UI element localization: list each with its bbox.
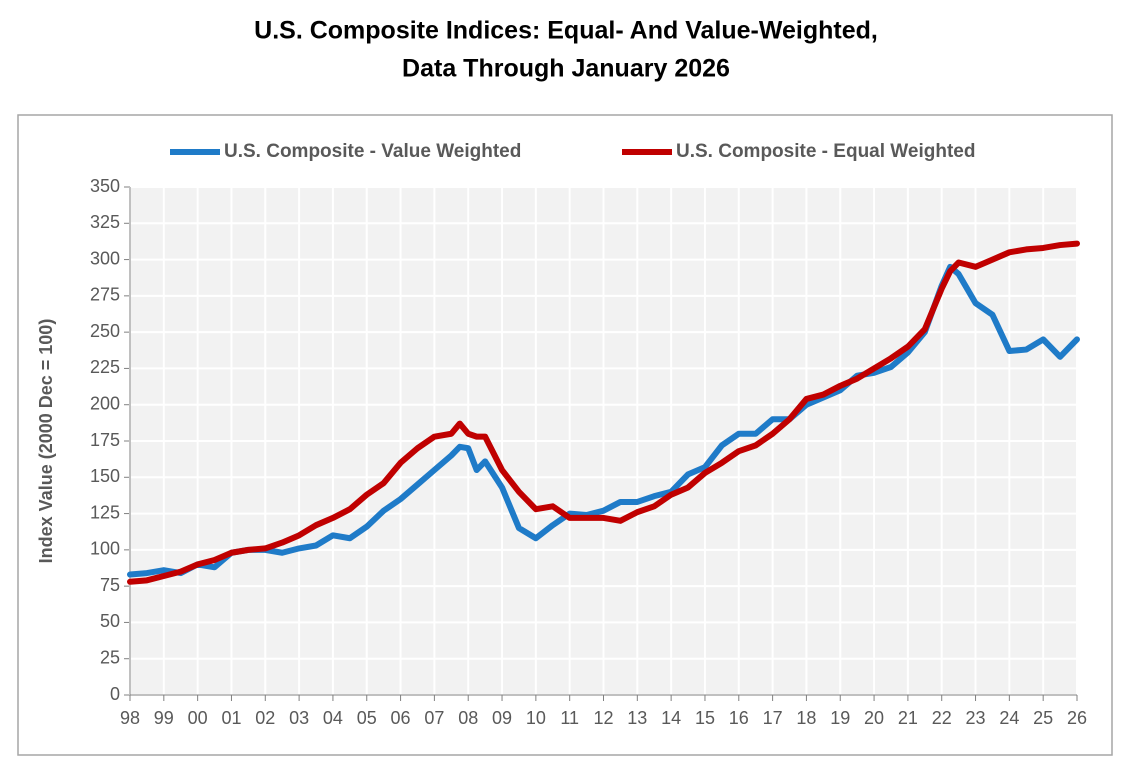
- chart-title: U.S. Composite Indices: Equal- And Value…: [254, 17, 878, 45]
- y-tick-label: 125: [90, 502, 120, 522]
- data-line: [127, 240, 1080, 585]
- y-tick-label: 175: [90, 430, 120, 450]
- y-tick-label: 200: [90, 393, 120, 413]
- y-tick-label: 150: [90, 466, 120, 486]
- x-tick-label: 16: [729, 708, 749, 728]
- x-tick-label: 06: [391, 708, 411, 728]
- x-tick-label: 13: [627, 708, 647, 728]
- x-tick-label: 98: [120, 708, 140, 728]
- x-tick-label: 08: [458, 708, 478, 728]
- x-tick-label: 99: [154, 708, 174, 728]
- x-tick-label: 11: [560, 708, 579, 728]
- x-tick-label: 25: [1033, 708, 1053, 728]
- x-tick-label: 26: [1067, 708, 1087, 728]
- x-tick-label: 10: [526, 708, 546, 728]
- x-tick-label: 17: [763, 708, 783, 728]
- y-tick-label: 75: [100, 575, 120, 595]
- x-tick-label: 12: [593, 708, 613, 728]
- x-tick-label: 24: [999, 708, 1019, 728]
- y-tick-label: 225: [90, 357, 120, 377]
- x-tick-label: 07: [424, 708, 444, 728]
- y-tick-label: 350: [90, 176, 120, 196]
- x-tick-label: 19: [830, 708, 850, 728]
- x-tick-label: 04: [323, 708, 343, 728]
- x-tick-label: 18: [796, 708, 816, 728]
- x-tick-label: 21: [898, 708, 918, 728]
- y-axis-label: Index Value (2000 Dec = 100): [36, 319, 56, 564]
- y-tick-label: 100: [90, 539, 120, 559]
- x-tick-label: 23: [966, 708, 986, 728]
- y-tick-label: 325: [90, 212, 120, 232]
- y-tick-label: 300: [90, 248, 120, 268]
- x-tick-label: 22: [932, 708, 952, 728]
- y-tick-label: 275: [90, 285, 120, 305]
- legend-label: U.S. Composite - Value Weighted: [224, 141, 521, 162]
- y-tick-label: 50: [100, 611, 120, 631]
- x-tick-label: 15: [695, 708, 715, 728]
- x-tick-label: 00: [188, 708, 208, 728]
- chart-title: Data Through January 2026: [402, 55, 730, 83]
- x-tick-label: 02: [255, 708, 275, 728]
- y-tick-label: 25: [100, 647, 120, 667]
- x-tick-label: 03: [289, 708, 309, 728]
- legend-label: U.S. Composite - Equal Weighted: [676, 141, 975, 162]
- x-tick-label: 09: [492, 708, 512, 728]
- x-tick-label: 14: [661, 708, 681, 728]
- y-tick-label: 250: [90, 321, 120, 341]
- x-tick-label: 01: [221, 708, 241, 728]
- x-tick-label: 05: [357, 708, 377, 728]
- y-tick-label: 0: [110, 684, 120, 704]
- x-tick-label: 20: [864, 708, 884, 728]
